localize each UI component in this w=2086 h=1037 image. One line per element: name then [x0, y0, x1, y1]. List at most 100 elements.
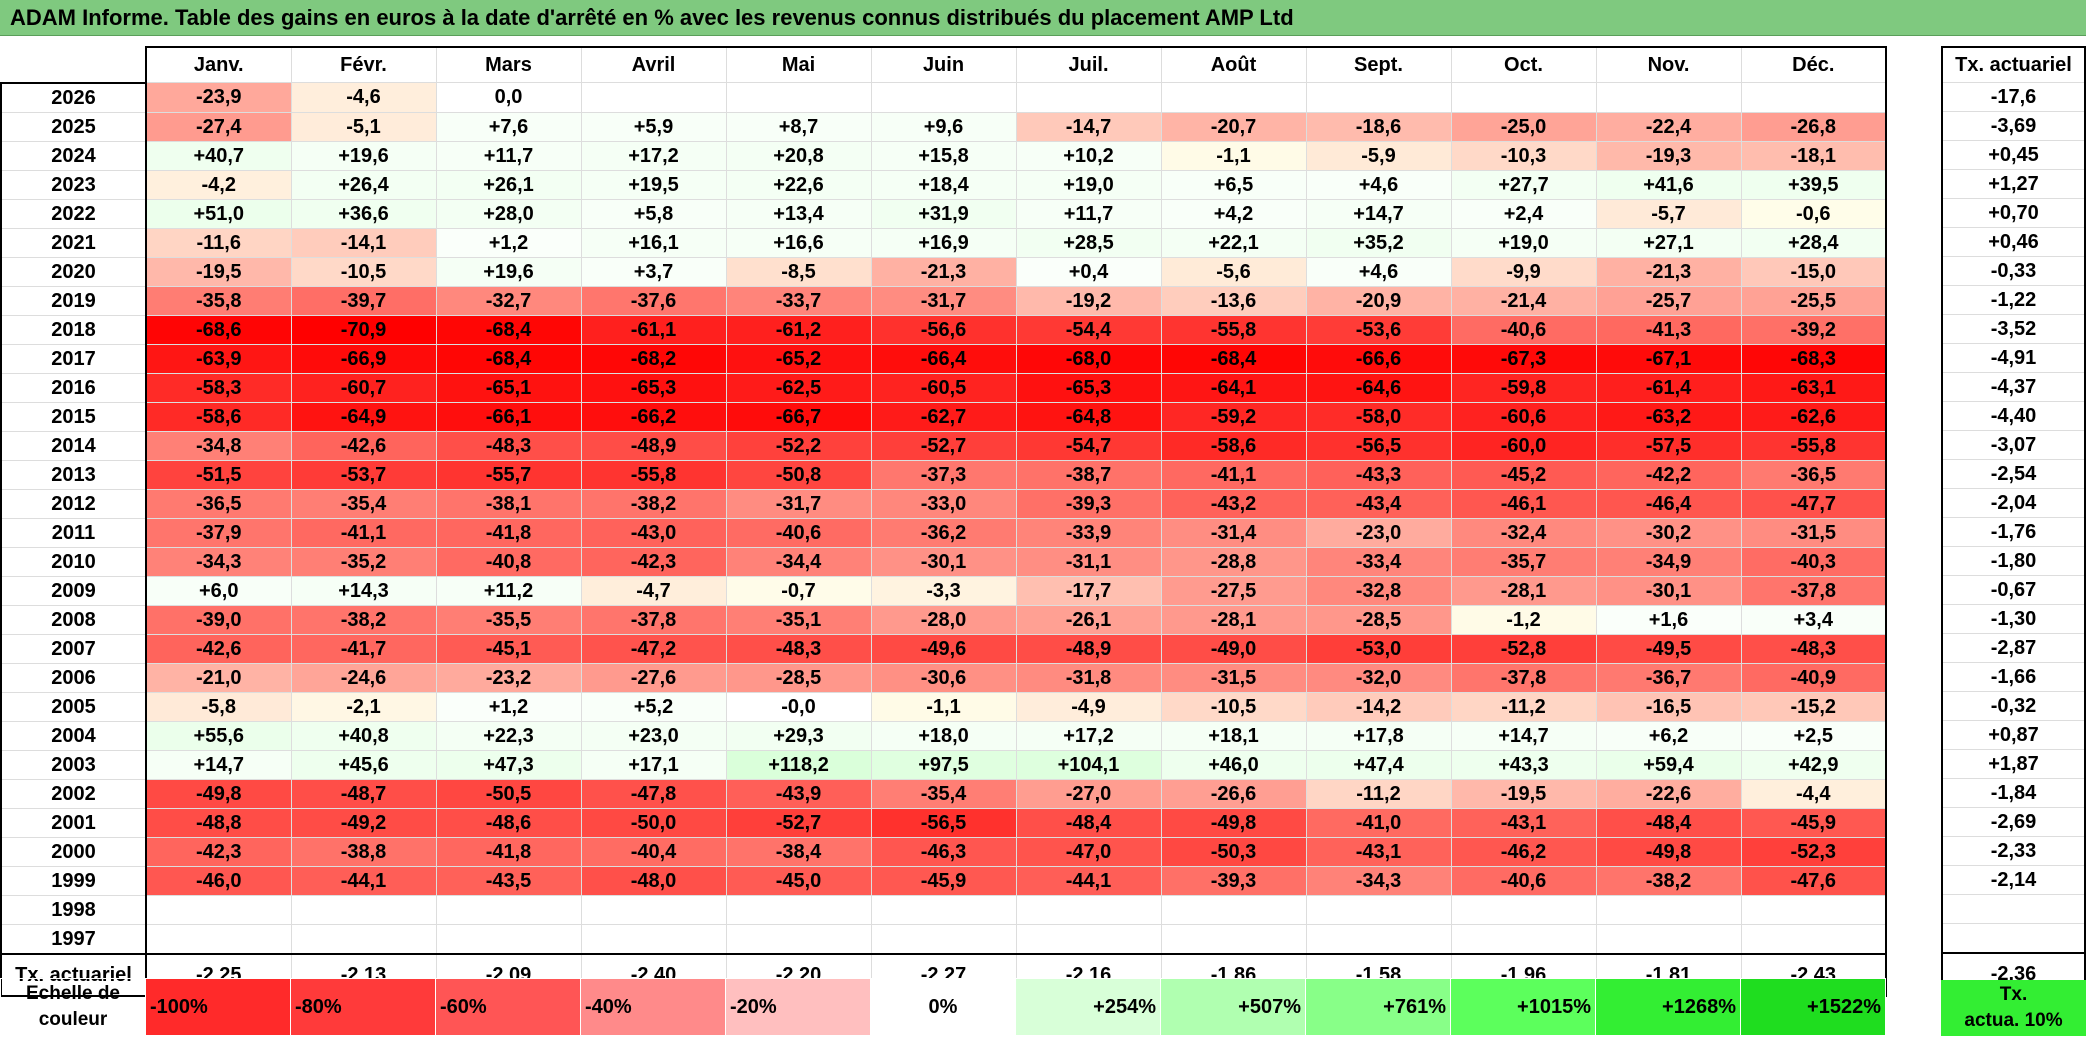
table-row: 2005 -5,8 -2,1 +1,2 +5,2 -0,0 -1,1 -4,9 -10,5 -14… — [0, 691, 1887, 722]
gain-cell: -50,8 — [725, 459, 872, 490]
gain-cell: -23,2 — [435, 662, 582, 693]
month-header-row: Janv. Févr. Mars Avril Mai Juin Juil. Août Sept.… — [1, 46, 1887, 83]
gain-cell: -62,5 — [725, 372, 872, 403]
gain-cell: -46,3 — [870, 836, 1017, 867]
gain-cell: -60,7 — [290, 372, 437, 403]
gain-cell: +19,6 — [435, 256, 582, 287]
gain-cell: +17,2 — [580, 140, 727, 171]
side-row: -2,14 — [1941, 865, 2086, 895]
gain-cell: -66,9 — [290, 343, 437, 374]
gain-cell: -48,4 — [1595, 807, 1742, 838]
gain-cell: -45,2 — [1450, 459, 1597, 490]
gain-cell: -55,8 — [580, 459, 727, 490]
gain-cell: -31,8 — [1015, 662, 1162, 693]
gain-cell: -32,8 — [1305, 575, 1452, 606]
side-scale-cell: Tx. actua. 10% — [1941, 980, 2086, 1036]
color-scale-step: +761% — [1305, 978, 1451, 1036]
gain-cell: -37,3 — [870, 459, 1017, 490]
gain-cell: -20,7 — [1160, 111, 1307, 142]
gain-cell: -35,7 — [1450, 546, 1597, 577]
gain-cell: +36,6 — [290, 198, 437, 229]
gain-cell: -36,7 — [1595, 662, 1742, 693]
gain-cell: -44,1 — [290, 865, 437, 896]
side-header: Tx. actuariel — [1941, 46, 2086, 83]
gain-cell — [1160, 923, 1307, 954]
gain-cell: +14,3 — [290, 575, 437, 606]
side-row: -1,84 — [1941, 778, 2086, 808]
gain-cell: -34,3 — [145, 546, 292, 577]
gain-cell — [1595, 82, 1742, 113]
gain-cell: -19,3 — [1595, 140, 1742, 171]
gains-table: Janv. Févr. Mars Avril Mai Juin Juil. Août Sept.… — [0, 46, 1887, 997]
gain-cell — [1595, 894, 1742, 925]
actuarial-rate-cell: -3,07 — [1941, 430, 2086, 460]
gain-cell: -49,8 — [1595, 836, 1742, 867]
gain-cell: -21,3 — [870, 256, 1017, 287]
month-header: Déc. — [1740, 46, 1887, 83]
gain-cell: -28,0 — [870, 604, 1017, 635]
actuarial-rate-table: Tx. actuariel -17,6 -3,69 +0,45 +1,27 +0,70 +… — [1941, 46, 2086, 996]
gain-cell: -41,1 — [290, 517, 437, 548]
gain-cell: -52,3 — [1740, 836, 1887, 867]
table-row: 2000 -42,3 -38,8 -41,8 -40,4 -38,4 -46,3 -47,0-… — [0, 836, 1887, 867]
gain-cell: -13,6 — [1160, 285, 1307, 316]
corner-blank — [1, 47, 146, 83]
actuarial-rate-cell: -0,67 — [1941, 575, 2086, 605]
gain-cell: -47,0 — [1015, 836, 1162, 867]
gain-cell — [1160, 894, 1307, 925]
color-scale-step: +1015% — [1450, 978, 1596, 1036]
side-row — [1941, 894, 2086, 924]
table-row: 2025 -27,4 -5,1 +7,6 +5,9 +8,7 +9,6 -14,7 -20,7-… — [0, 111, 1887, 142]
actuarial-rate-cell: -1,30 — [1941, 604, 2086, 634]
gain-cell: +45,6 — [290, 749, 437, 780]
year-label: 1998 — [0, 894, 147, 925]
gain-cell: +7,6 — [435, 111, 582, 142]
gain-cell: -60,6 — [1450, 401, 1597, 432]
side-row: -2,87 — [1941, 633, 2086, 663]
gain-cell: -42,6 — [290, 430, 437, 461]
gain-cell: -45,9 — [870, 865, 1017, 896]
gain-cell: -41,3 — [1595, 314, 1742, 345]
year-label: 2001 — [0, 807, 147, 838]
gain-cell: +14,7 — [1305, 198, 1452, 229]
gain-cell: -19,5 — [1450, 778, 1597, 809]
gain-cell: +104,1 — [1015, 749, 1162, 780]
gain-cell: -42,2 — [1595, 459, 1742, 490]
side-row: -0,32 — [1941, 691, 2086, 721]
gain-cell: -59,8 — [1450, 372, 1597, 403]
gain-cell: -63,9 — [145, 343, 292, 374]
color-scale-step: -60% — [435, 978, 581, 1036]
gain-cell: -56,6 — [870, 314, 1017, 345]
gain-cell: +17,8 — [1305, 720, 1452, 751]
gain-cell: +41,6 — [1595, 169, 1742, 200]
gain-cell: -2,1 — [290, 691, 437, 722]
gain-cell: +19,0 — [1015, 169, 1162, 200]
gain-cell: -67,1 — [1595, 343, 1742, 374]
table-row: 2007 -42,6 -41,7 -45,1 -47,2 -48,3 -49,6 -48,9-… — [0, 633, 1887, 664]
gain-cell: +16,1 — [580, 227, 727, 258]
gain-cell: +5,8 — [580, 198, 727, 229]
year-label: 2024 — [0, 140, 147, 171]
gain-cell: -40,8 — [435, 546, 582, 577]
gain-cell — [435, 894, 582, 925]
gain-cell: +10,2 — [1015, 140, 1162, 171]
year-label: 2004 — [0, 720, 147, 751]
table-row: 2012 -36,5 -35,4 -38,1 -38,2 -31,7 -33,0 -39,3-… — [0, 488, 1887, 519]
color-scale-label: Echelle de couleur — [0, 978, 146, 1036]
table-row: 2004 +55,6 +40,8 +22,3 +23,0 +29,3 +18,0 +17,2 +… — [0, 720, 1887, 751]
gain-cell: -42,3 — [580, 546, 727, 577]
year-label: 2010 — [0, 546, 147, 577]
gain-cell: -34,8 — [145, 430, 292, 461]
month-header: Juil. — [1015, 46, 1162, 83]
gain-cell: +27,7 — [1450, 169, 1597, 200]
gain-cell: -30,1 — [1595, 575, 1742, 606]
gain-cell: +43,3 — [1450, 749, 1597, 780]
table-row: 2016 -58,3 -60,7 -65,1 -65,3 -62,5 -60,5 -65,3-… — [0, 372, 1887, 403]
year-label: 2006 — [0, 662, 147, 693]
gain-cell: +8,7 — [725, 111, 872, 142]
table-row: 2015 -58,6 -64,9 -66,1 -66,2 -66,7 -62,7 -64,8-… — [0, 401, 1887, 432]
month-header: Avril — [580, 46, 727, 83]
color-scale-step: -80% — [290, 978, 436, 1036]
year-label: 2017 — [0, 343, 147, 374]
gain-cell: +2,5 — [1740, 720, 1887, 751]
